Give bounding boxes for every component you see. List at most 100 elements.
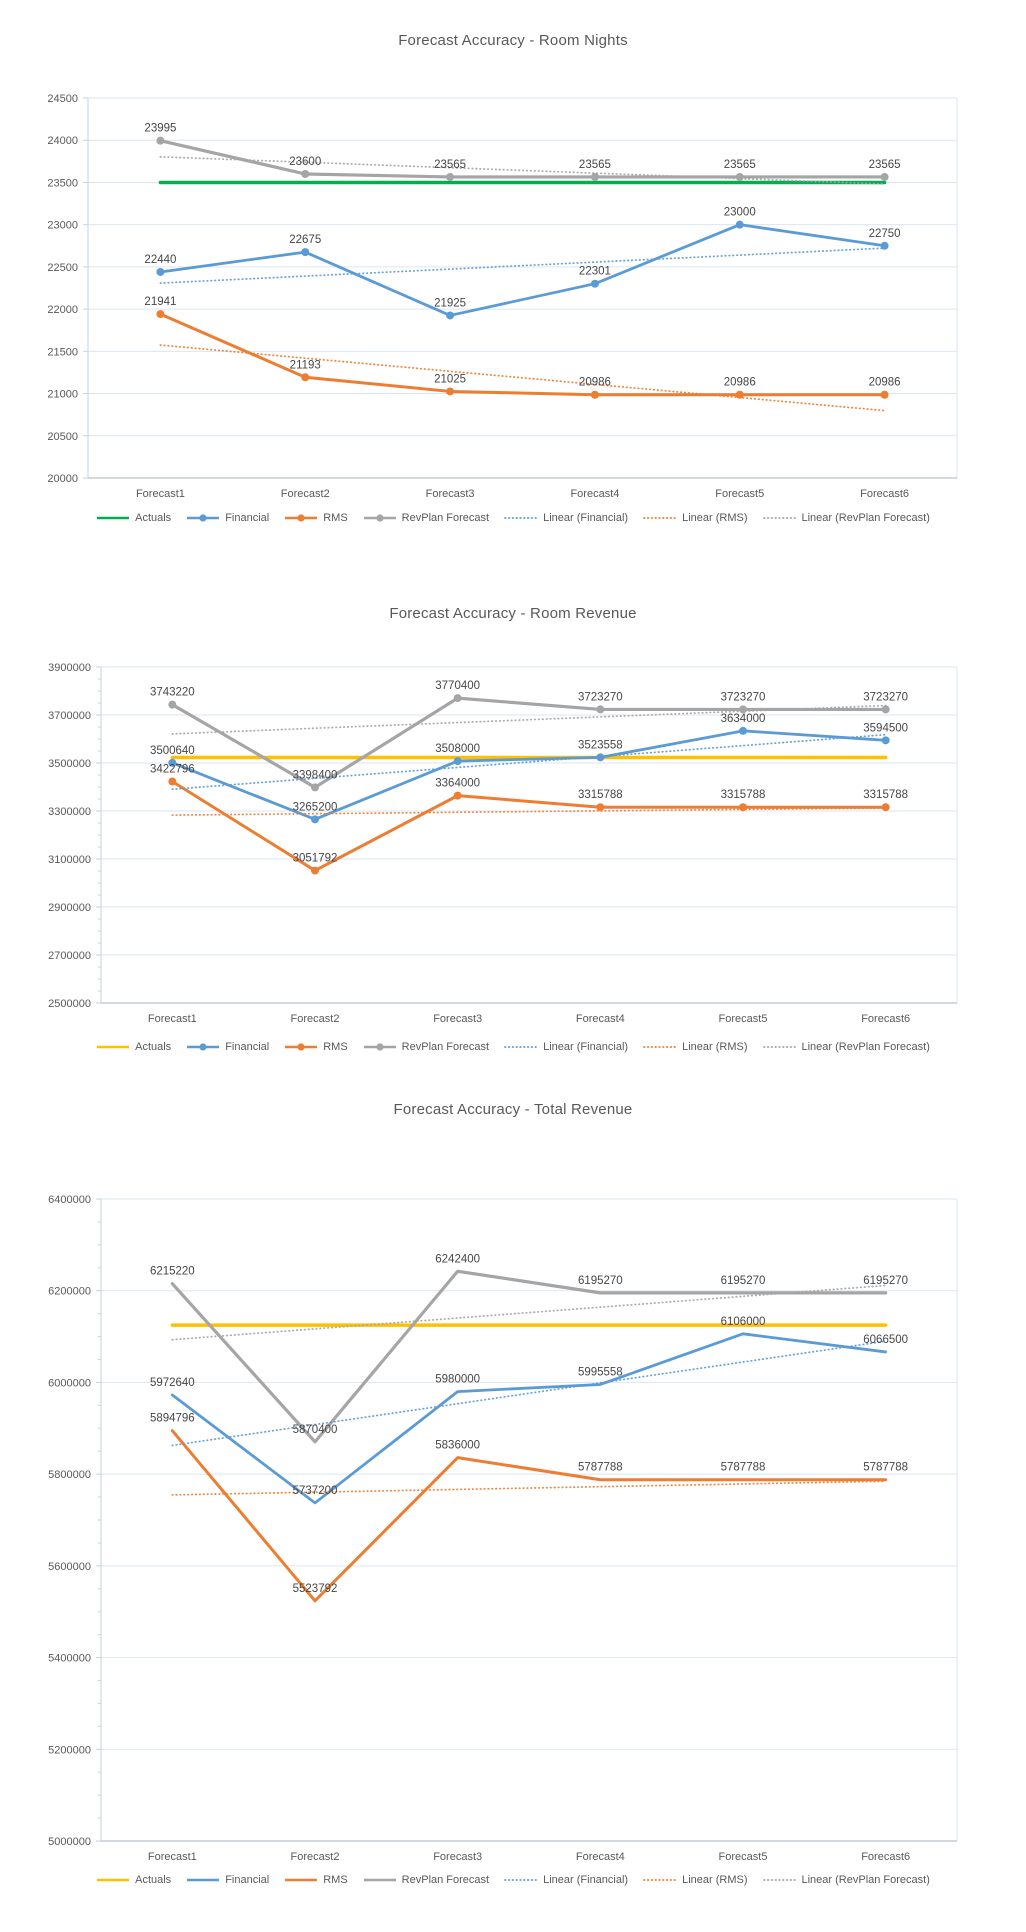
x-axis-label: Forecast6 — [860, 488, 909, 500]
data-label: 23565 — [579, 159, 611, 171]
legend-swatch — [504, 1879, 539, 1881]
legend-label: Linear (Financial) — [543, 512, 629, 524]
y-axis-label: 6000000 — [48, 1377, 91, 1389]
series-marker — [446, 387, 455, 396]
series-marker — [739, 726, 747, 735]
series-marker — [881, 705, 890, 714]
chart-legend: Actuals Financial RMS RevPlan Forecast Linea… — [0, 1041, 1026, 1053]
y-axis-label: 5600000 — [48, 1561, 91, 1573]
legend-item-actuals: Actuals — [96, 1874, 171, 1886]
data-label: 3770400 — [435, 680, 480, 692]
data-label: 5894796 — [150, 1413, 195, 1425]
x-axis-label: Forecast2 — [291, 1013, 340, 1025]
legend-item-linear-financial: Linear (Financial) — [504, 1874, 628, 1886]
data-label: 6195270 — [721, 1275, 766, 1287]
chart-title: Forecast Accuracy - Room Revenue — [389, 605, 637, 622]
data-label: 3523558 — [578, 739, 623, 751]
y-axis-label: 23000 — [47, 220, 78, 232]
legend-item-financial: Financial — [186, 512, 269, 524]
y-axis-label: 3500000 — [48, 758, 91, 770]
chart-legend: Actuals Financial RMS RevPlan Forecast Linea… — [0, 1874, 1026, 1886]
data-label: 3315788 — [721, 789, 766, 801]
y-axis-label: 3300000 — [48, 806, 91, 818]
data-label: 6215220 — [150, 1266, 195, 1278]
series-marker — [453, 694, 462, 703]
x-axis-label: Forecast5 — [715, 488, 764, 500]
series-line-rms — [158, 312, 887, 397]
x-axis-label: Forecast6 — [861, 1851, 910, 1863]
data-label: 5787788 — [863, 1462, 908, 1474]
y-axis-label: 6200000 — [48, 1286, 91, 1298]
legend-swatch — [285, 1043, 318, 1051]
total-revenue-plot-area: 5000000 5200000 5400000 5600000 5800000 60000… — [48, 1194, 958, 1863]
data-label: 3315788 — [578, 789, 623, 801]
legend-label: Actuals — [135, 512, 172, 524]
legend-item-linear-rms: Linear (RMS) — [643, 512, 748, 524]
x-axis-label: Forecast2 — [291, 1851, 340, 1863]
y-axis-label: 24000 — [47, 135, 78, 147]
series-line-revplan-forecast — [170, 696, 888, 789]
legend-swatch — [187, 1878, 220, 1882]
legend-swatch — [285, 514, 318, 522]
legend-item-actuals: Actuals — [96, 1041, 171, 1053]
series-marker — [453, 757, 462, 766]
legend-item-revplan-forecast: RevPlan Forecast — [363, 512, 489, 524]
x-axis-label: Forecast5 — [719, 1013, 768, 1025]
data-label: 21925 — [434, 297, 466, 309]
data-label: 3500640 — [150, 745, 195, 757]
series-line-revplan-forecast — [158, 139, 887, 179]
y-axis-label: 20500 — [47, 431, 78, 443]
legend-item-linear-revplan-forecast: Linear (RevPlan Forecast) — [762, 1041, 930, 1053]
legend-swatch — [643, 1879, 677, 1881]
series-line-financial — [170, 1332, 888, 1505]
data-label: 3723270 — [863, 691, 908, 703]
data-label: 3723270 — [721, 691, 766, 703]
series-marker — [168, 777, 177, 786]
data-label: 20986 — [869, 377, 901, 389]
series-marker — [880, 241, 889, 250]
y-axis-label: 6400000 — [48, 1194, 91, 1206]
series-marker — [596, 803, 605, 812]
trendline-financial — [171, 1340, 887, 1447]
legend-item-rms: RMS — [284, 512, 348, 524]
data-label: 3398400 — [293, 769, 338, 781]
data-label: 20986 — [724, 377, 756, 389]
data-label: 6195270 — [578, 1275, 623, 1287]
chart-legend: Actuals Financial RMS RevPlan Forecast Linea… — [0, 512, 1026, 524]
y-axis-label: 3100000 — [48, 854, 91, 866]
legend-label: RMS — [323, 512, 348, 524]
data-label: 22750 — [869, 228, 901, 240]
series-marker — [880, 390, 889, 399]
y-axis-label: 21000 — [47, 389, 78, 401]
data-label: 3723270 — [578, 691, 623, 703]
series-marker — [880, 172, 889, 181]
x-axis-label: Forecast1 — [136, 488, 185, 500]
series-marker — [168, 700, 177, 709]
data-label: 6195270 — [863, 1275, 908, 1287]
series-line-financial — [170, 729, 888, 821]
legend-swatch — [762, 517, 797, 519]
x-axis-label: Forecast1 — [148, 1013, 197, 1025]
legend-label: Linear (RevPlan Forecast) — [801, 1874, 930, 1886]
legend-item-rms: RMS — [284, 1874, 348, 1886]
data-label: 3364000 — [435, 778, 480, 790]
data-label: 5787788 — [578, 1462, 623, 1474]
series-marker — [735, 172, 744, 181]
legend-label: Actuals — [135, 1874, 172, 1886]
legend-item-revplan-forecast: RevPlan Forecast — [363, 1041, 489, 1053]
data-label: 23565 — [724, 159, 756, 171]
trendline-rms — [171, 807, 887, 817]
y-axis-label: 2500000 — [48, 998, 91, 1010]
legend-item-financial: Financial — [186, 1041, 269, 1053]
data-label: 20986 — [579, 377, 611, 389]
series-line-financial — [159, 223, 886, 317]
x-axis-label: Forecast2 — [281, 488, 330, 500]
legend-swatch — [762, 1879, 797, 1881]
data-label: 21941 — [144, 296, 176, 308]
legend-label: Linear (RMS) — [682, 1874, 748, 1886]
y-axis-label: 22000 — [47, 304, 78, 316]
data-label: 5995558 — [578, 1366, 623, 1378]
legend-swatch-marker — [376, 1043, 384, 1051]
data-label: 21025 — [434, 373, 466, 385]
legend-swatch-marker — [199, 1043, 207, 1051]
